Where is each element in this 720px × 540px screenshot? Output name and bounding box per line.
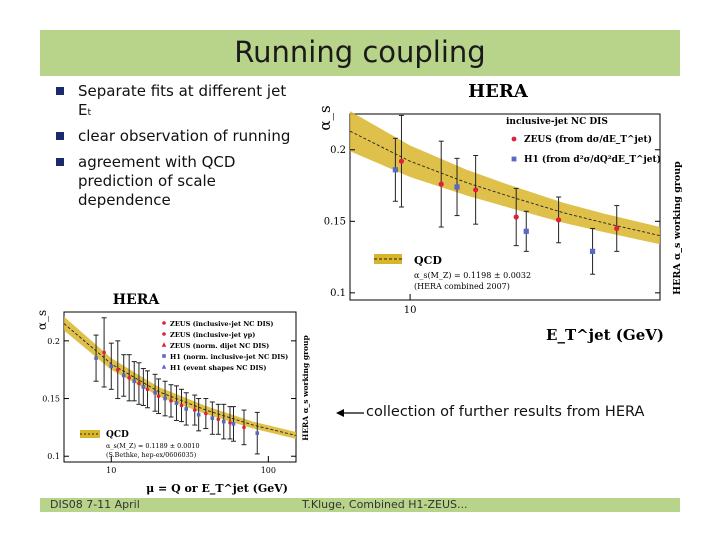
bullet-item: Separate fits at different jet Eₜ [52,82,302,120]
data-point [228,420,232,425]
data-point [163,396,167,401]
qcd-note: (HERA combined 2007) [414,282,510,291]
x-tick-label: 100 [261,466,276,475]
footer-bar: DIS08 7-11 April T.Kluge, Combined H1-ZE… [40,498,680,512]
data-point [132,379,137,384]
side-label: HERA α_s working group [301,335,310,440]
x-tick-label: 10 [106,466,116,475]
data-point [153,390,157,395]
y-tick-label: 0.2 [330,145,346,156]
legend-marker [511,156,517,162]
footer-right: T.Kluge, Combined H1-ZEUS... [302,498,468,511]
qcd-band [64,316,296,439]
legend-marker [161,342,167,347]
data-point [392,167,398,173]
data-point [255,431,260,435]
legend-label: H1 (event shapes NC DIS) [170,364,266,372]
qcd-legend-label: QCD [414,254,442,267]
data-point [174,401,179,405]
legend-marker [162,321,166,325]
data-point [192,408,197,412]
data-point [196,412,201,417]
data-point [231,422,236,426]
data-point [589,248,596,254]
annotation: collection of further results from HERA [334,402,684,426]
legend-label: ZEUS (inclusive-jet γp) [170,331,255,339]
title-bar: Running coupling [40,30,680,76]
y-tick-label: 0.1 [330,288,346,299]
x-axis-label: μ = Q or E_T^jet (GeV) [146,482,288,496]
data-point [179,403,184,408]
y-axis-label: α_s [318,105,334,130]
x-axis-label: E_T^jet (GeV) [546,326,664,344]
qcd-legend-label: QCD [106,430,129,440]
data-point [145,387,150,392]
main-alpha-s-chart: 0.1 0.15 0.2 10 HERA α_s E_T^jet (GeV) HERA α_s… [318,81,683,344]
data-point [169,399,173,403]
y-tick-label: 0.15 [42,395,60,404]
data-point [221,419,226,424]
data-point [513,214,519,220]
annotation-text: collection of further results from HERA [366,404,645,420]
y-tick-label: 0.15 [324,216,346,227]
qcd-fit-text: α_s(M_Z) = 0.1198 ± 0.0032 [414,271,531,280]
qcd-fit-text: α_s(M_Z) = 0.1189 ± 0.0010 [106,442,200,450]
qcd-legend-swatch [374,254,402,264]
data-point [555,217,562,223]
data-point [121,373,126,378]
slide-title: Running coupling [234,35,486,69]
qcd-central-line [63,323,297,436]
data-point [210,416,215,420]
data-point [216,417,221,422]
legend-marker [162,354,166,358]
data-point [102,350,106,355]
y-tick-label: 0.1 [47,452,60,461]
data-point [473,187,479,193]
bullet-square-icon [56,158,64,166]
data-point [94,356,98,360]
legend-marker [161,364,167,369]
chart-subtitle: inclusive-jet NC DIS [506,117,608,127]
data-point [614,225,620,232]
data-point [127,375,131,380]
data-point [398,158,405,164]
bullet-square-icon [56,87,64,95]
bullet-list: Separate fits at different jet Eₜ clear … [52,82,302,217]
qcd-central-line [349,130,661,237]
legend-label: ZEUS (norm. dijet NC DIS) [170,342,269,350]
data-point [204,411,208,416]
data-point [454,184,460,190]
chart-title: HERA [113,292,161,308]
x-tick-label: 10 [404,305,417,316]
data-point [115,367,120,372]
legend-label: H1 (from d²σ/dQ²dE_T^jet) [524,154,661,165]
side-label: HERA α_s working group [672,161,683,295]
data-point [184,407,189,411]
data-point [137,381,141,386]
bullet-item: agreement with QCD prediction of scale d… [52,153,302,210]
qcd-band [350,111,660,245]
legend-label: ZEUS (from dσ/dE_T^jet) [524,134,652,145]
data-point [109,364,114,369]
arrow-left-icon [336,409,364,417]
data-point [156,394,161,399]
legend-marker [162,332,166,336]
chart-title: HERA [468,81,529,102]
qcd-note: (S.Bethke, hep-ex/0606035) [106,451,196,459]
legend-marker [511,136,517,142]
y-axis-label: α_s [36,310,49,330]
legend-label: ZEUS (inclusive-jet NC DIS) [170,320,274,328]
y-tick-label: 0.2 [47,337,60,346]
data-point [242,425,246,430]
data-point [141,385,146,389]
inset-alpha-s-chart: 0.1 0.15 0.2 10 100 HERA α_s μ = Q or E_T^jet (… [36,292,310,496]
bullet-square-icon [56,132,64,140]
legend-label: H1 (norm. inclusive-jet NC DIS) [170,353,288,361]
data-point [438,181,444,187]
bullet-item: clear observation of running [52,127,302,146]
data-point [523,228,529,234]
footer-left: DIS08 7-11 April [50,498,140,511]
